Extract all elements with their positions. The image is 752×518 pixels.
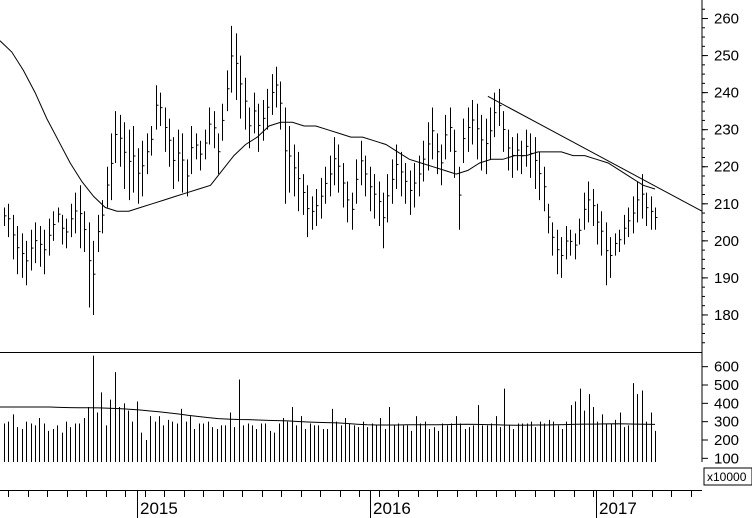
volume-tick-label: 500 — [714, 377, 739, 394]
volume-unit-box — [703, 467, 752, 486]
volume-unit-label: x10000 — [707, 470, 747, 484]
time-axis-ticks — [8, 490, 692, 497]
year-label: 2015 — [140, 499, 178, 518]
price-tick-label: 190 — [714, 270, 739, 287]
volume-tick-label: 100 — [714, 450, 739, 467]
volume-moving-average-line — [0, 406, 656, 426]
year-label: 2017 — [599, 499, 637, 518]
volume-bars — [4, 355, 656, 462]
volume-tick-label: 200 — [714, 432, 739, 449]
price-tick-label: 260 — [714, 11, 739, 28]
year-label: 2016 — [373, 499, 411, 518]
price-tick-label: 180 — [714, 307, 739, 324]
price-tick-label: 210 — [714, 196, 739, 213]
price-tick-label: 250 — [714, 48, 739, 65]
price-tick-label: 220 — [714, 159, 739, 176]
price-tick-label: 240 — [714, 85, 739, 102]
volume-tick-label: 300 — [714, 414, 739, 431]
year-markers: 2015 2016 2017 — [137, 490, 637, 518]
price-moving-average-line — [0, 40, 656, 212]
price-bars — [4, 25, 658, 315]
volume-tick-label: 600 — [714, 359, 739, 376]
price-axis-ticks: 180 190 200 210 220 230 240 250 260 — [702, 8, 739, 344]
volume-tick-label: 400 — [714, 395, 739, 412]
time-axis: 2015 2016 2017 — [0, 490, 702, 518]
price-tick-label: 230 — [714, 122, 739, 139]
price-panel: 180 190 200 210 220 230 240 250 260 — [0, 0, 739, 353]
trendline — [487, 95, 703, 212]
price-tick-label: 200 — [714, 233, 739, 250]
